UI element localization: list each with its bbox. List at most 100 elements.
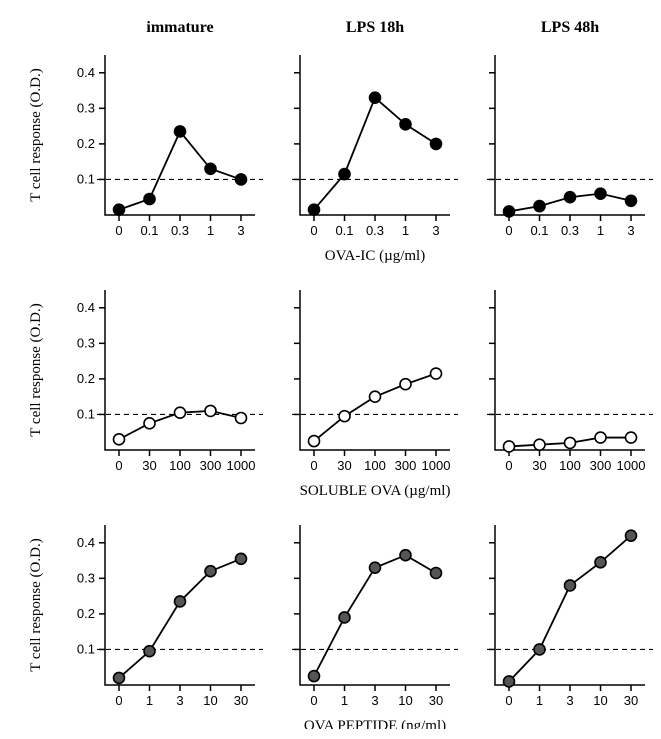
x-tick-label: 0.3 <box>366 223 384 238</box>
data-line <box>119 559 241 678</box>
x-tick-label: 1000 <box>227 458 256 473</box>
x-tick-label: 30 <box>429 693 443 708</box>
data-point <box>431 368 442 379</box>
data-point <box>144 194 155 205</box>
y-tick-label: 0.4 <box>77 65 95 80</box>
x-tick-label: 0 <box>115 223 122 238</box>
data-point <box>626 195 637 206</box>
axis <box>105 290 255 450</box>
x-tick-label: 30 <box>337 458 351 473</box>
x-tick-label: 0.1 <box>140 223 158 238</box>
y-tick-label: 0.2 <box>77 606 95 621</box>
data-point <box>504 441 515 452</box>
data-line <box>509 536 631 682</box>
y-tick-label: 0.2 <box>77 371 95 386</box>
x-tick-label: 0 <box>505 223 512 238</box>
data-point <box>339 612 350 623</box>
x-tick-label: 1 <box>341 693 348 708</box>
x-tick-label: 1000 <box>422 458 451 473</box>
x-tick-label: 30 <box>532 458 546 473</box>
data-point <box>175 407 186 418</box>
data-point <box>626 530 637 541</box>
data-point <box>370 92 381 103</box>
data-point <box>400 379 411 390</box>
data-point <box>236 413 247 424</box>
x-tick-label: 10 <box>203 693 217 708</box>
data-point <box>595 557 606 568</box>
data-point <box>400 119 411 130</box>
data-point <box>205 163 216 174</box>
x-tick-label: 300 <box>395 458 417 473</box>
x-tick-label: 0 <box>505 458 512 473</box>
data-point <box>205 566 216 577</box>
x-axis-label: OVA PEPTIDE (ng/ml) <box>304 718 446 729</box>
x-tick-label: 3 <box>566 693 573 708</box>
y-tick-label: 0.1 <box>77 406 95 421</box>
x-tick-label: 0 <box>310 223 317 238</box>
data-point <box>565 437 576 448</box>
y-tick-label: 0.4 <box>77 300 95 315</box>
data-point <box>339 169 350 180</box>
x-tick-label: 0 <box>310 693 317 708</box>
x-tick-label: 1000 <box>617 458 646 473</box>
data-point <box>114 204 125 215</box>
data-point <box>565 580 576 591</box>
y-tick-label: 0.1 <box>77 641 95 656</box>
x-tick-label: 30 <box>624 693 638 708</box>
x-tick-label: 0.3 <box>561 223 579 238</box>
data-point <box>144 646 155 657</box>
data-point <box>114 434 125 445</box>
x-tick-label: 1 <box>207 223 214 238</box>
axis <box>495 525 645 685</box>
x-tick-label: 1 <box>402 223 409 238</box>
x-tick-label: 100 <box>364 458 386 473</box>
data-point <box>309 204 320 215</box>
data-point <box>144 418 155 429</box>
column-header: immature <box>146 19 213 36</box>
axis <box>300 55 450 215</box>
data-point <box>431 568 442 579</box>
column-header: LPS 48h <box>541 19 599 36</box>
data-point <box>595 188 606 199</box>
data-point <box>504 676 515 687</box>
y-tick-label: 0.3 <box>77 335 95 350</box>
data-point <box>236 174 247 185</box>
x-tick-label: 1 <box>146 693 153 708</box>
x-tick-label: 300 <box>590 458 612 473</box>
data-point <box>370 562 381 573</box>
data-point <box>534 644 545 655</box>
x-tick-label: 0 <box>115 693 122 708</box>
x-tick-label: 10 <box>593 693 607 708</box>
data-point <box>626 432 637 443</box>
x-tick-label: 3 <box>371 693 378 708</box>
data-point <box>205 405 216 416</box>
axis <box>300 290 450 450</box>
y-axis-label: T cell response (O.D.) <box>28 303 44 436</box>
data-line <box>119 131 241 209</box>
x-tick-label: 0.1 <box>530 223 548 238</box>
y-tick-label: 0.4 <box>77 535 95 550</box>
data-point <box>339 411 350 422</box>
x-tick-label: 30 <box>142 458 156 473</box>
x-axis-label: SOLUBLE OVA (µg/ml) <box>300 483 451 499</box>
x-tick-label: 0.1 <box>335 223 353 238</box>
y-axis-label: T cell response (O.D.) <box>28 68 44 201</box>
x-tick-label: 300 <box>200 458 222 473</box>
x-tick-label: 0.3 <box>171 223 189 238</box>
x-tick-label: 0 <box>310 458 317 473</box>
column-header: LPS 18h <box>346 19 404 36</box>
data-point <box>400 550 411 561</box>
data-point <box>370 391 381 402</box>
data-point <box>595 432 606 443</box>
y-tick-label: 0.2 <box>77 136 95 151</box>
data-point <box>175 126 186 137</box>
x-tick-label: 1 <box>597 223 604 238</box>
data-point <box>236 553 247 564</box>
x-tick-label: 3 <box>237 223 244 238</box>
data-point <box>534 201 545 212</box>
data-point <box>309 671 320 682</box>
x-tick-label: 0 <box>115 458 122 473</box>
x-tick-label: 10 <box>398 693 412 708</box>
x-tick-label: 3 <box>432 223 439 238</box>
x-tick-label: 3 <box>176 693 183 708</box>
